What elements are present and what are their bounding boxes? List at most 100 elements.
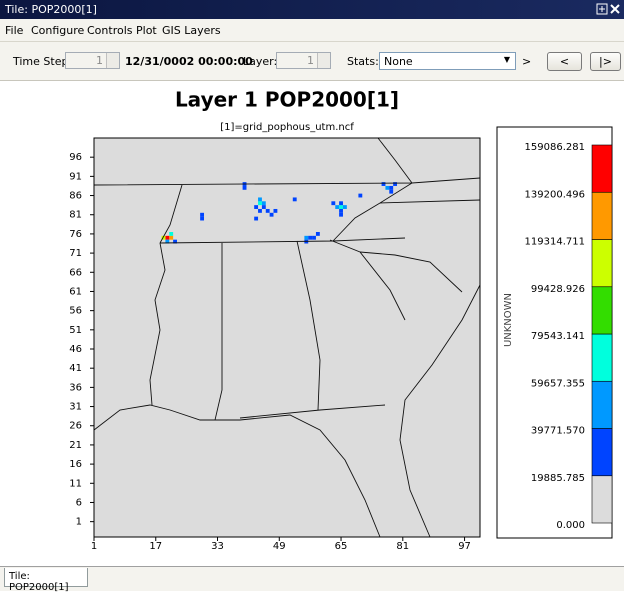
more[interactable]: > [522,55,532,68]
y-tick-label: 71 [69,248,82,259]
plot-title: Layer 1 POP2000[1] [175,88,399,112]
cell [339,205,343,209]
cell [169,231,174,236]
legend-level: 119314.711 [525,237,585,248]
legend-swatch [591,380,613,429]
menu-item[interactable]: GIS Layers [162,24,221,37]
cell [261,205,266,209]
cell [389,189,394,194]
cell [169,235,174,240]
y-tick-label: 26 [69,421,82,432]
y-tick-label: 76 [69,229,82,240]
tab[interactable]: Tile: POP2000[1] [4,568,88,593]
cell [339,201,343,206]
y-tick-label: 56 [69,306,82,317]
y-tick-label: 21 [69,440,82,451]
legend-level: 19885.785 [531,473,585,484]
prev-button[interactable]: < [547,52,582,71]
plot: Layer 1 POP2000[1] [1]=grid_pophous_utm.… [69,88,613,552]
y-tick-label: 46 [69,344,82,355]
legend-level: 59657.355 [531,378,585,389]
menu-bar: File Configure Controls Plot GIS Layers [0,19,624,42]
cell [254,216,259,221]
legend-swatch [591,286,613,335]
x-tick-label: 1 [91,541,97,552]
cell [273,208,278,213]
cell [165,235,170,240]
map-outlines [93,137,481,538]
cell [389,185,394,190]
menu-item[interactable]: Configure [31,24,85,37]
x-tick-label: 49 [273,541,286,552]
cell [292,197,297,202]
cell [200,212,205,217]
label: Layer: [243,55,278,68]
legend-swatch [591,333,613,382]
cell [242,185,247,190]
cell [261,201,266,206]
x-tick-label: 97 [458,541,471,552]
cell [393,182,398,186]
x-tick-label: 65 [335,541,348,552]
cell [308,235,313,240]
legend-level: 39771.570 [531,426,585,437]
cell [312,235,316,240]
menu-item[interactable]: Controls [87,24,133,37]
cell [385,185,390,190]
dropdown-value: None [384,55,413,68]
y-tick-label: 91 [69,171,82,182]
y-tick-label: 36 [69,382,82,393]
cell [173,239,177,244]
cell [265,208,270,213]
legend-level: 139200.496 [525,189,585,200]
cell [304,235,309,240]
y-tick-label: 66 [69,267,82,278]
y-tick-label: 31 [69,402,82,413]
cell [161,235,166,240]
legend-level: 159086.281 [525,142,585,153]
plot-area [94,138,480,537]
y-tick-label: 81 [69,210,82,221]
cell [315,231,320,236]
label: Stats: [347,55,379,68]
x-tick-label: 81 [396,541,409,552]
tab-bar: Tile: POP2000[1] [0,566,624,593]
y-tick-label: 51 [69,325,82,336]
x-tick-label: 33 [211,541,224,552]
legend-swatch [591,191,613,240]
next-button[interactable]: |> [590,52,621,71]
menu-item[interactable]: Plot [136,24,157,37]
label: Time Step: [13,55,73,68]
y-tick-label: 41 [69,363,82,374]
y-tick-label: 11 [69,478,82,489]
cell [258,208,262,213]
spinner[interactable]: 1 [65,52,120,69]
cell [331,201,336,206]
cell [200,216,205,221]
cell [258,197,262,202]
title-bar: Tile: POP2000[1] [0,0,624,19]
cells [161,182,398,244]
legend-level: 99428.926 [531,284,585,295]
y-tick-label: 96 [69,152,82,163]
dropdown-arrow: ▼ [503,55,510,64]
cell [254,205,259,209]
menu-item[interactable]: File [5,24,24,37]
legend-swatch [591,239,613,288]
legend-level: 0.000 [556,520,585,531]
legend-label: UNKNOWN [503,293,514,347]
cell [339,208,343,213]
legend-level: 79543.141 [531,331,585,342]
y-tick-label: 61 [69,286,82,297]
legend-swatch [591,475,613,524]
dropdown[interactable]: None ▼ [379,52,516,70]
y-tick-label: 86 [69,191,82,202]
toolbar: Time Step: 1 12/31/0002 00:00:00 Layer: … [0,42,624,81]
spinner[interactable]: 1 [276,52,331,69]
cell [258,201,262,206]
cell [339,212,343,217]
window-controls[interactable] [596,3,622,16]
legend-swatch [591,428,613,477]
x-tick-label: 17 [149,541,162,552]
